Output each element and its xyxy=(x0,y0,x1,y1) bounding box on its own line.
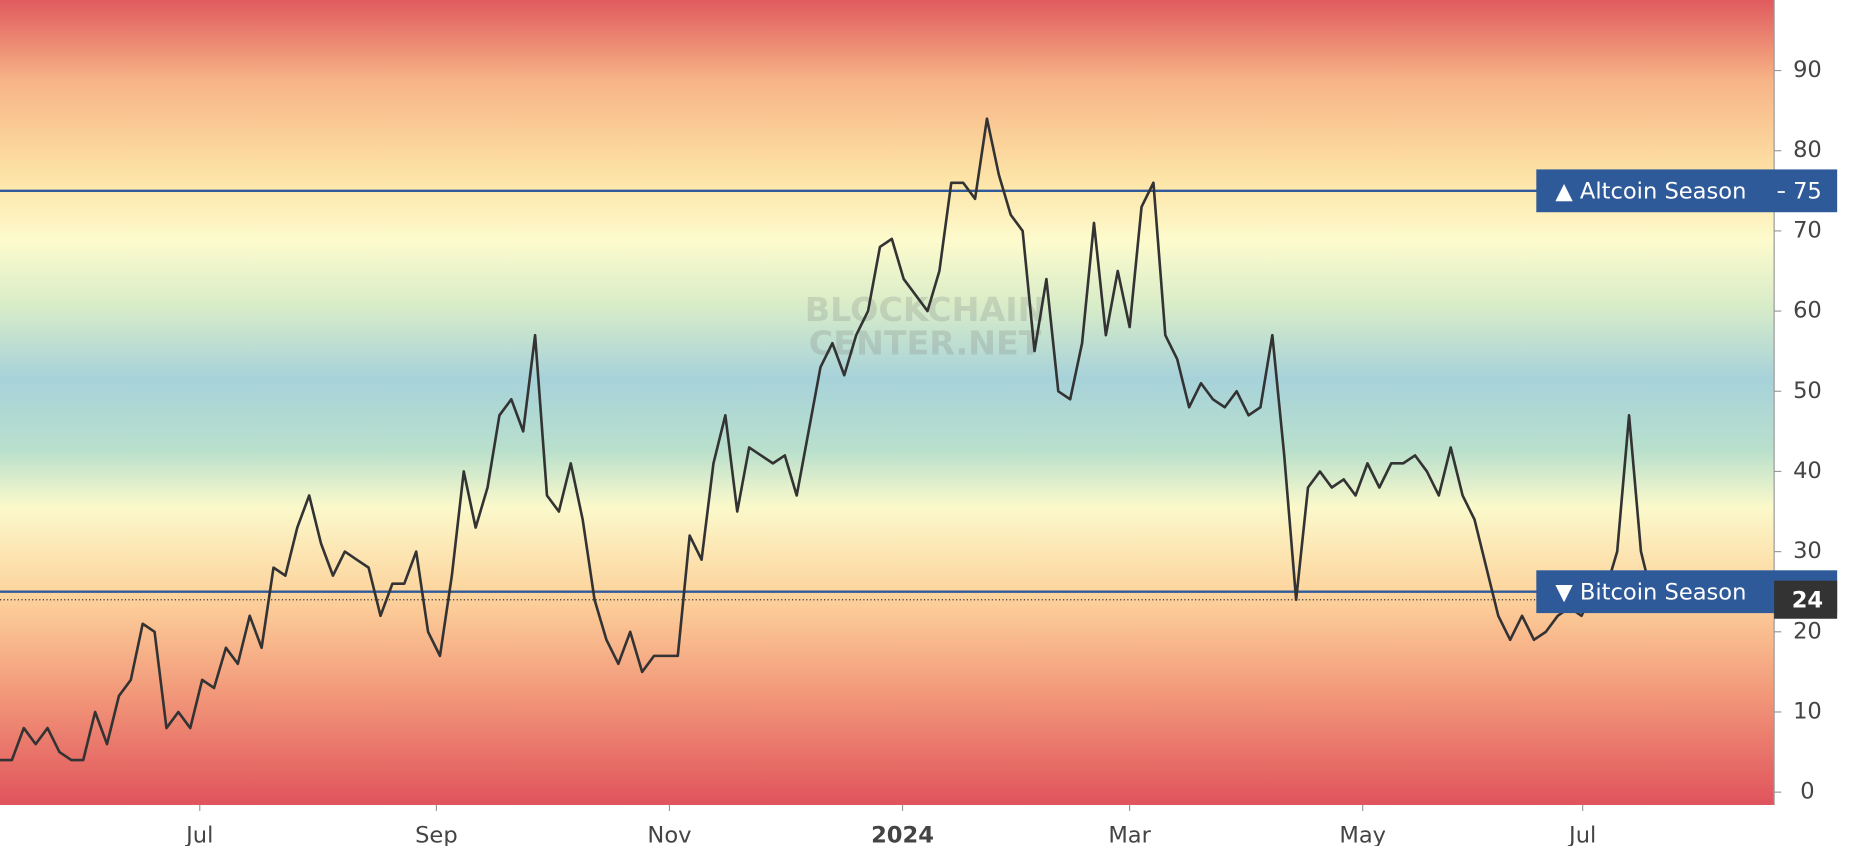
y-tick-label: 10 xyxy=(1793,698,1822,724)
watermark: CENTER.NET xyxy=(809,323,1042,362)
current-value-label: 24 xyxy=(1792,587,1823,613)
y-tick-label: 70 xyxy=(1793,217,1822,243)
reference-value: 75 xyxy=(1793,179,1822,205)
x-tick-label: May xyxy=(1339,822,1386,846)
reference-label: ▲ Altcoin Season xyxy=(1555,179,1746,205)
x-tick-label: Nov xyxy=(647,822,691,846)
y-tick-label: 60 xyxy=(1793,298,1822,324)
reference-label: ▼ Bitcoin Season xyxy=(1555,579,1746,605)
x-tick-label: Jul xyxy=(184,822,213,846)
y-tick-label: 20 xyxy=(1793,618,1822,644)
x-tick-label: Mar xyxy=(1108,822,1151,846)
y-tick-label: 30 xyxy=(1793,538,1822,564)
y-tick-label: 80 xyxy=(1793,137,1822,163)
y-tick-label: 90 xyxy=(1793,57,1822,83)
x-tick-label: Jul xyxy=(1567,822,1596,846)
current-value-badge xyxy=(1774,580,1838,619)
y-tick-label: 0 xyxy=(1800,779,1814,805)
x-tick-label: Sep xyxy=(415,822,458,846)
reference-badge xyxy=(1536,169,1838,213)
x-tick-label: 2024 xyxy=(871,822,934,846)
y-tick-label: 50 xyxy=(1793,378,1822,404)
series-line xyxy=(0,117,1655,762)
y-tick-label: 40 xyxy=(1793,458,1822,484)
plot-background xyxy=(0,0,1775,805)
